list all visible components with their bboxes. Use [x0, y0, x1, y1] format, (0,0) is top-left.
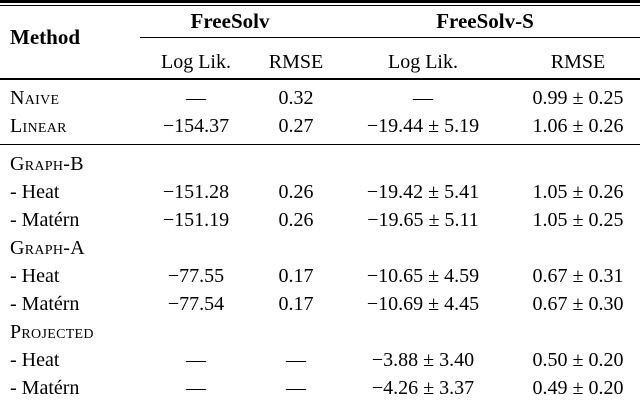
- column-header-rmse-freesolv-s: RMSE: [516, 37, 640, 80]
- cell-value: [262, 318, 330, 346]
- cell-value: —: [186, 348, 206, 371]
- cell-value: 0.26: [278, 180, 314, 203]
- cell-value: 0.27: [262, 112, 330, 145]
- table-row-naive: Naive — 0.32 — 0.99 ± 0.25: [0, 79, 640, 112]
- table-row-projected: Projected: [0, 318, 640, 346]
- table-row-graph-b: Graph-B: [0, 145, 640, 179]
- table-row-projected-matern: - Matérn — — −4.26 ± 3.37 0.49 ± 0.20: [0, 374, 640, 404]
- cell-value: 0.50 ± 0.20: [532, 348, 624, 371]
- cell-value: [516, 318, 640, 346]
- table-row-graph-a: Graph-A: [0, 234, 640, 262]
- cell-value: −151.28: [162, 180, 230, 203]
- cell-value: 0.17: [278, 264, 314, 287]
- table-row-graph-a-heat: - Heat −77.55 0.17 −10.65 ± 4.59 0.67 ± …: [0, 262, 640, 290]
- column-header-loglik-freesolv-s: Log Lik.: [330, 37, 516, 80]
- cell-value: [130, 318, 262, 346]
- cell-value: [262, 145, 330, 179]
- cell-value: [516, 145, 640, 179]
- cell-value: −151.19: [162, 208, 230, 231]
- table-row-projected-heat: - Heat — — −3.88 ± 3.40 0.50 ± 0.20: [0, 346, 640, 374]
- cell-value: [130, 145, 262, 179]
- method-label: Linear: [0, 112, 130, 145]
- table-row-graph-a-matern: - Matérn −77.54 0.17 −10.69 ± 4.45 0.67 …: [0, 290, 640, 318]
- cell-value: 0.99 ± 0.25: [532, 86, 624, 109]
- cell-value: −3.88 ± 3.40: [371, 348, 475, 371]
- variant-label: - Matérn: [10, 208, 80, 231]
- cell-value: 0.17: [278, 292, 314, 315]
- cell-value: 0.67 ± 0.30: [532, 292, 624, 315]
- cell-value: −19.42 ± 5.41: [366, 180, 480, 203]
- cell-value: [516, 234, 640, 262]
- column-header-loglik-freesolv: Log Lik.: [130, 37, 262, 80]
- cell-value: 1.06 ± 0.26: [516, 112, 640, 145]
- table-row-graph-b-heat: - Heat −151.28 0.26 −19.42 ± 5.41 1.05 ±…: [0, 178, 640, 206]
- cell-value: −19.65 ± 5.11: [367, 208, 479, 231]
- method-section-label: Graph-A: [10, 236, 85, 259]
- cell-value: 1.05 ± 0.25: [532, 208, 624, 231]
- variant-label: - Heat: [10, 180, 60, 203]
- cell-value: [330, 318, 516, 346]
- method-section-label: Graph-B: [10, 152, 84, 175]
- cell-value: 0.26: [278, 208, 314, 231]
- variant-label: - Matérn: [10, 292, 80, 315]
- group-header-freesolv-s: FreeSolv-S: [436, 9, 534, 33]
- cell-value: 1.05 ± 0.26: [532, 180, 624, 203]
- cell-value: —: [286, 348, 306, 371]
- method-label: Naive: [10, 86, 60, 109]
- cell-value: −154.37: [130, 112, 262, 145]
- table-row-linear: Linear −154.37 0.27 −19.44 ± 5.19 1.06 ±…: [0, 112, 640, 145]
- cell-value: −19.44 ± 5.19: [330, 112, 516, 145]
- column-header-method: Method: [0, 5, 130, 80]
- group-header-underline-rule: [140, 37, 640, 38]
- cell-value: −10.69 ± 4.45: [366, 292, 480, 315]
- cell-value: [130, 234, 262, 262]
- subheader-row: Log Lik. RMSE Log Lik. RMSE: [0, 37, 640, 80]
- variant-label: - Heat: [10, 348, 60, 371]
- column-header-rmse-freesolv: RMSE: [262, 37, 330, 80]
- cell-value: [262, 234, 330, 262]
- cell-value: −10.65 ± 4.59: [366, 264, 480, 287]
- table-row-graph-b-matern: - Matérn −151.19 0.26 −19.65 ± 5.11 1.05…: [0, 206, 640, 234]
- results-table: Method FreeSolv FreeSolv-S Log Lik. RMSE…: [0, 5, 640, 404]
- cell-value: [330, 145, 516, 179]
- group-header-freesolv: FreeSolv: [190, 9, 270, 33]
- cell-value: −4.26 ± 3.37: [371, 376, 475, 399]
- variant-label: - Heat: [10, 264, 60, 287]
- cell-value: 0.32: [278, 86, 314, 109]
- cell-value: —: [286, 376, 306, 399]
- cell-value: —: [186, 86, 206, 109]
- cell-value: —: [186, 376, 206, 399]
- cell-value: 0.49 ± 0.20: [532, 376, 624, 399]
- cell-value: −77.55: [167, 264, 225, 287]
- cell-value: —: [413, 86, 433, 109]
- variant-label: - Matérn: [10, 376, 80, 399]
- cell-value: [330, 234, 516, 262]
- cell-value: 0.67 ± 0.31: [532, 264, 624, 287]
- group-header-row: Method FreeSolv FreeSolv-S: [0, 5, 640, 80]
- method-section-label: Projected: [10, 320, 94, 343]
- cell-value: −77.54: [167, 292, 225, 315]
